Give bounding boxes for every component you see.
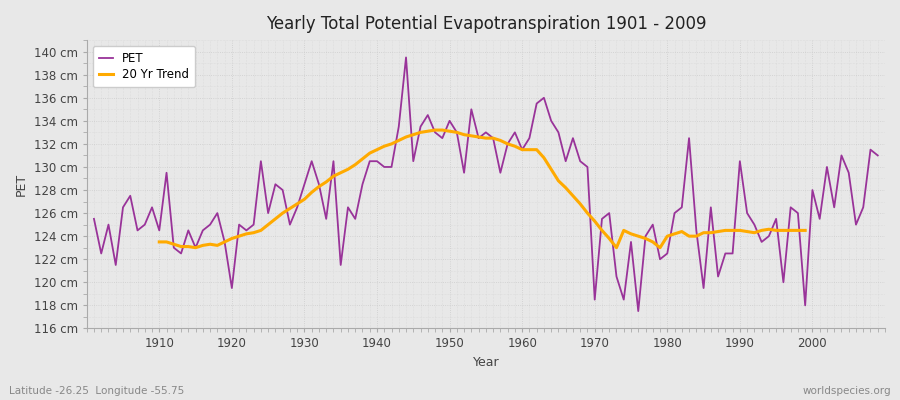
PET [400,55,411,60]
20 Yr Trend [429,128,440,132]
Title: Yearly Total Potential Evapotranspiration 1901 - 2009: Yearly Total Potential Evapotranspiratio… [266,15,706,33]
PET [147,205,158,210]
PET [872,153,883,158]
20 Yr Trend [154,240,165,244]
PET [611,274,622,279]
PET [350,216,361,221]
20 Yr Trend [248,230,259,235]
PET [306,159,317,164]
20 Yr Trend [357,156,368,161]
20 Yr Trend [786,228,796,233]
Line: PET: PET [94,58,878,311]
PET [633,309,643,314]
20 Yr Trend [720,228,731,233]
20 Yr Trend [800,228,811,233]
Text: Latitude -26.25  Longitude -55.75: Latitude -26.25 Longitude -55.75 [9,386,184,396]
20 Yr Trend [706,230,716,235]
Line: 20 Yr Trend: 20 Yr Trend [159,130,805,248]
PET [517,147,527,152]
Legend: PET, 20 Yr Trend: PET, 20 Yr Trend [93,46,195,87]
20 Yr Trend [190,245,201,250]
20 Yr Trend [618,228,629,233]
X-axis label: Year: Year [472,356,500,369]
Text: worldspecies.org: worldspecies.org [803,386,891,396]
Y-axis label: PET: PET [15,173,28,196]
PET [524,136,535,140]
PET [88,216,99,221]
